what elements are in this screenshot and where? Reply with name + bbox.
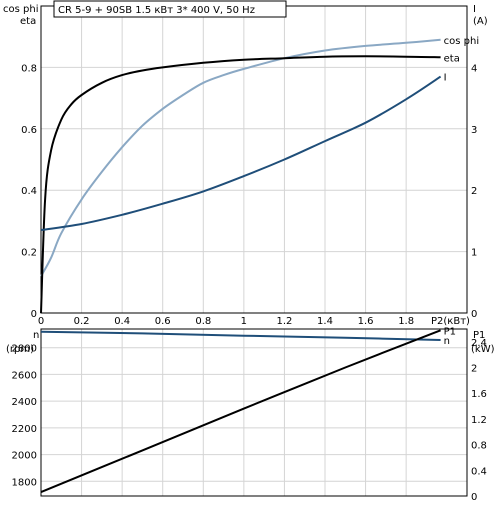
y-left-tick-label: 2400 [12,397,37,408]
series-line-p1 [40,329,441,494]
y-left-tick-label: 2000 [12,451,37,462]
lower-series: nP1 [40,326,456,494]
y-left-tick-label: 0.2 [21,248,37,259]
upper-grid [40,6,467,314]
right-axis-label-I: I [473,4,476,15]
x-tick-label: 0.2 [74,316,90,327]
lower-panel: n (rpm) P1 (kW) 1800 2000 2200 2400 2600 2800… [6,326,495,503]
title-box [53,0,287,18]
upper-series: cos phi eta I [40,36,479,314]
y-left-tick-label: 1800 [12,477,37,488]
y-right-tick-label: 1 [471,248,477,259]
y-left-tick-label: 0.6 [21,125,37,136]
y-right-tick-label: 4 [471,63,477,74]
series-line-i [40,75,442,232]
series-label-i: I [444,73,447,84]
series-label-eta: eta [444,53,460,64]
x-axis-label: P2(кВт) [431,316,470,327]
x-tick-label: 1.8 [398,316,414,327]
y-right-tick-label: 2 [471,186,477,197]
lower-plot-frame [40,328,468,497]
series-line-eta [40,55,441,314]
x-tick-label: 1.6 [358,316,374,327]
y-right-tick-label: 0.8 [471,441,487,452]
x-tick-label: 1 [241,316,247,327]
series-label-p1: P1 [444,326,456,337]
upper-ticks: 0 0.2 0.4 0.6 0.8 1 1.2 1.4 1.6 1.8 0 0.2 0.4 0.6 0.8 0… [21,63,477,327]
chart-title: CR 5-9 + 90SB 1.5 кВт 3* 400 V, 50 Hz [58,5,255,16]
y-right-tick-label: 1.2 [471,415,487,426]
upper-panel: CR 5-9 + 90SB 1.5 кВт 3* 400 V, 50 Hz co… [3,0,488,327]
x-tick-label: 0.6 [155,316,171,327]
y-left-tick-label: 0 [31,309,37,320]
x-tick-label: 0 [38,316,44,327]
y-right-tick-label: 0 [471,492,477,500]
y-right-tick-label: 2 [471,364,477,375]
right-axis-label-unit-A: (A) [473,16,488,27]
y-right-tick-label: 1.6 [471,389,487,400]
left-axis-label-rpm: (rpm) [6,344,34,355]
left-axis-label-n: n [33,330,39,341]
lower-ticks: 1800 2000 2200 2400 2600 2800 0 0.4 0.8 1.2 1.6 2 2.… [12,338,487,503]
right-axis-label-P1: P1 [473,330,485,341]
series-label-n: n [444,336,450,347]
y-left-tick-label: 2200 [12,424,37,435]
lower-grid [40,329,467,496]
series-line-cos-phi [40,38,441,277]
y-left-tick-label: 0.8 [21,63,37,74]
y-left-tick-label: 2800 [12,344,37,355]
left-axis-label-cosphi: cos phi [3,4,38,15]
upper-plot-frame [40,5,468,314]
series-label-cos-phi: cos phi [444,36,479,47]
x-tick-label: 1.4 [317,316,333,327]
right-axis-label-kW: (kW) [471,344,495,355]
x-tick-label: 0.8 [195,316,211,327]
x-tick-label: 0.4 [114,316,130,327]
y-right-tick-label: 0.4 [471,466,487,477]
left-axis-label-eta: eta [20,16,36,27]
y-right-tick-label: 3 [471,125,477,136]
x-tick-label: 1.2 [276,316,292,327]
y-right-tick-label: 2.4 [471,338,487,349]
series-line-n [40,330,441,341]
y-left-tick-label: 0.4 [21,186,37,197]
y-right-tick-label: 0 [471,309,477,320]
y-left-tick-label: 2600 [12,370,37,381]
